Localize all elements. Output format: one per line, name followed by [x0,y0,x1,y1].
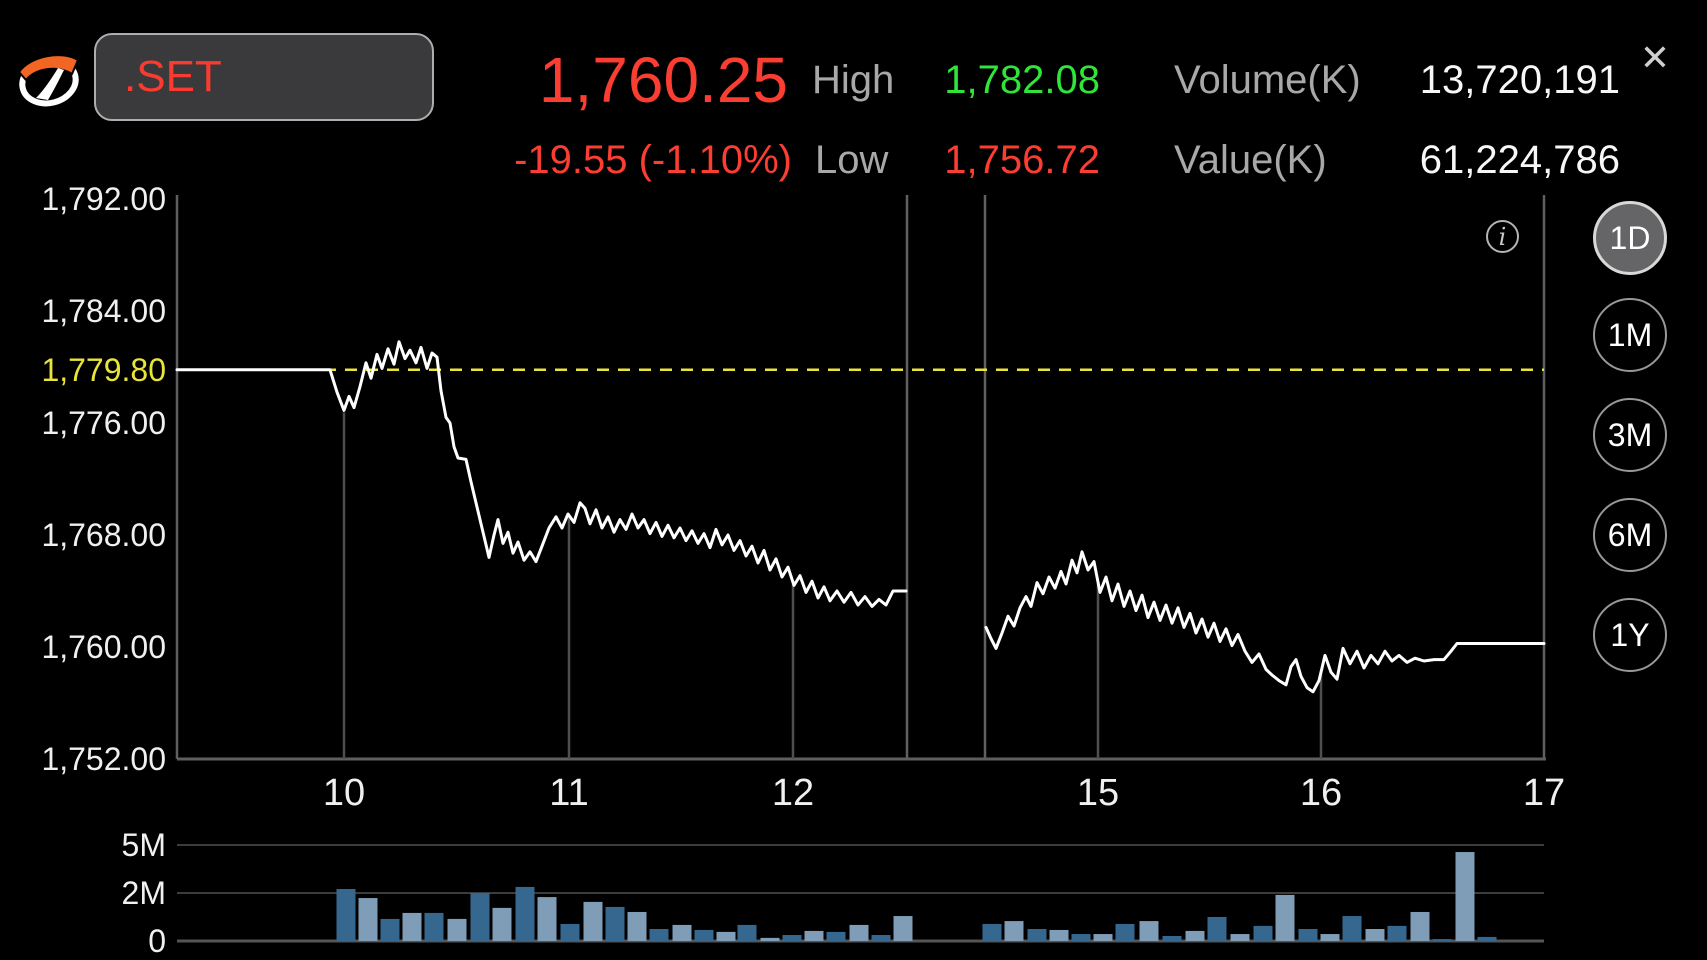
volume-axis-label: 0 [148,923,166,959]
y-axis-label: 1,792.00 [41,181,166,217]
volume-bar [804,930,824,941]
volume-bar [760,937,780,941]
x-axis-label: 17 [1523,772,1565,814]
value-value: 61,224,786 [1419,138,1620,182]
volume-bar [871,935,891,941]
volume-bar [1410,911,1430,941]
value-label: Value(K) [1174,138,1327,182]
y-axis-label: 1,776.00 [41,405,166,441]
volume-bar [1342,916,1362,941]
volume-bar [849,924,869,941]
volume-bar [1253,925,1273,941]
symbol-search-field[interactable]: .SET [94,33,434,121]
broker-logo-icon [17,54,80,107]
period-button-3m[interactable]: 3M [1593,398,1667,472]
low-label: Low [815,138,889,182]
price-line-post-gap [984,550,1546,694]
volume-bar [1365,929,1385,941]
volume-bar [982,923,1002,941]
volume-value: 13,720,191 [1419,58,1620,102]
volume-bar [537,897,557,941]
period-button-1d[interactable]: 1D [1593,201,1667,275]
volume-bar [424,912,444,941]
x-axis-label: 11 [549,772,588,814]
volume-bar [1071,934,1091,941]
volume-bar [380,918,400,941]
volume-bar [893,916,913,941]
volume-bar [492,907,512,941]
symbol-text: .SET [124,52,222,101]
volume-bar [447,918,467,941]
volume-bar [1139,921,1159,941]
volume-bar [1387,925,1407,941]
x-axis-label: 15 [1077,772,1119,814]
volume-bar [627,911,647,941]
volume-bar [358,898,378,941]
volume-bar [583,901,603,941]
volume-bar [826,931,846,941]
prev-close-label: 1,779.80 [41,352,166,388]
volume-bar [605,906,625,941]
close-icon[interactable]: ✕ [1639,37,1671,78]
broker-logo [14,44,84,114]
volume-bar [1275,894,1295,941]
volume-bar [1093,934,1113,941]
last-price: 1,760.25 [538,44,788,116]
volume-bar [1320,934,1340,941]
volume-bar [694,929,714,941]
volume-bar [336,889,356,941]
volume-bar [1049,929,1069,941]
high-value: 1,782.08 [944,58,1100,102]
x-axis-label: 12 [772,772,814,814]
high-label: High [812,58,895,102]
volume-bar [515,886,535,941]
volume-bar [402,912,422,941]
volume-bar [716,931,736,941]
x-axis-label: 10 [323,772,365,814]
volume-bar [649,929,669,941]
y-axis-label: 1,768.00 [41,517,166,553]
y-axis-label: 1,784.00 [41,293,166,329]
volume-bar [1185,930,1205,941]
price-line-pre-gap [175,340,908,608]
period-button-1m[interactable]: 1M [1593,298,1667,372]
period-button-1y[interactable]: 1Y [1593,598,1667,672]
x-axis-label: 16 [1300,772,1342,814]
volume-bar [1162,935,1182,941]
volume-bar [1432,939,1452,941]
y-axis-label: 1,752.00 [41,741,166,777]
volume-axis-label: 5M [122,827,166,863]
volume-bar [470,893,490,941]
volume-bar [1004,921,1024,941]
volume-bar [1207,917,1227,941]
volume-bar [1230,934,1250,941]
volume-bar [782,935,802,941]
volume-bar [1115,923,1135,941]
info-icon[interactable]: i [1486,220,1519,253]
volume-bar [1298,929,1318,941]
volume-axis-label: 2M [122,875,166,911]
volume-bar [672,924,692,941]
y-axis-label: 1,760.00 [41,629,166,665]
volume-bar [1027,929,1047,941]
volume-bar [560,923,580,941]
low-value: 1,756.72 [944,138,1100,182]
volume-label: Volume(K) [1174,58,1361,102]
volume-bar [1477,936,1497,941]
price-change: -19.55 (-1.10%) [514,138,792,182]
period-button-6m[interactable]: 6M [1593,498,1667,572]
volume-bar [1455,852,1475,941]
volume-bar [737,924,757,941]
